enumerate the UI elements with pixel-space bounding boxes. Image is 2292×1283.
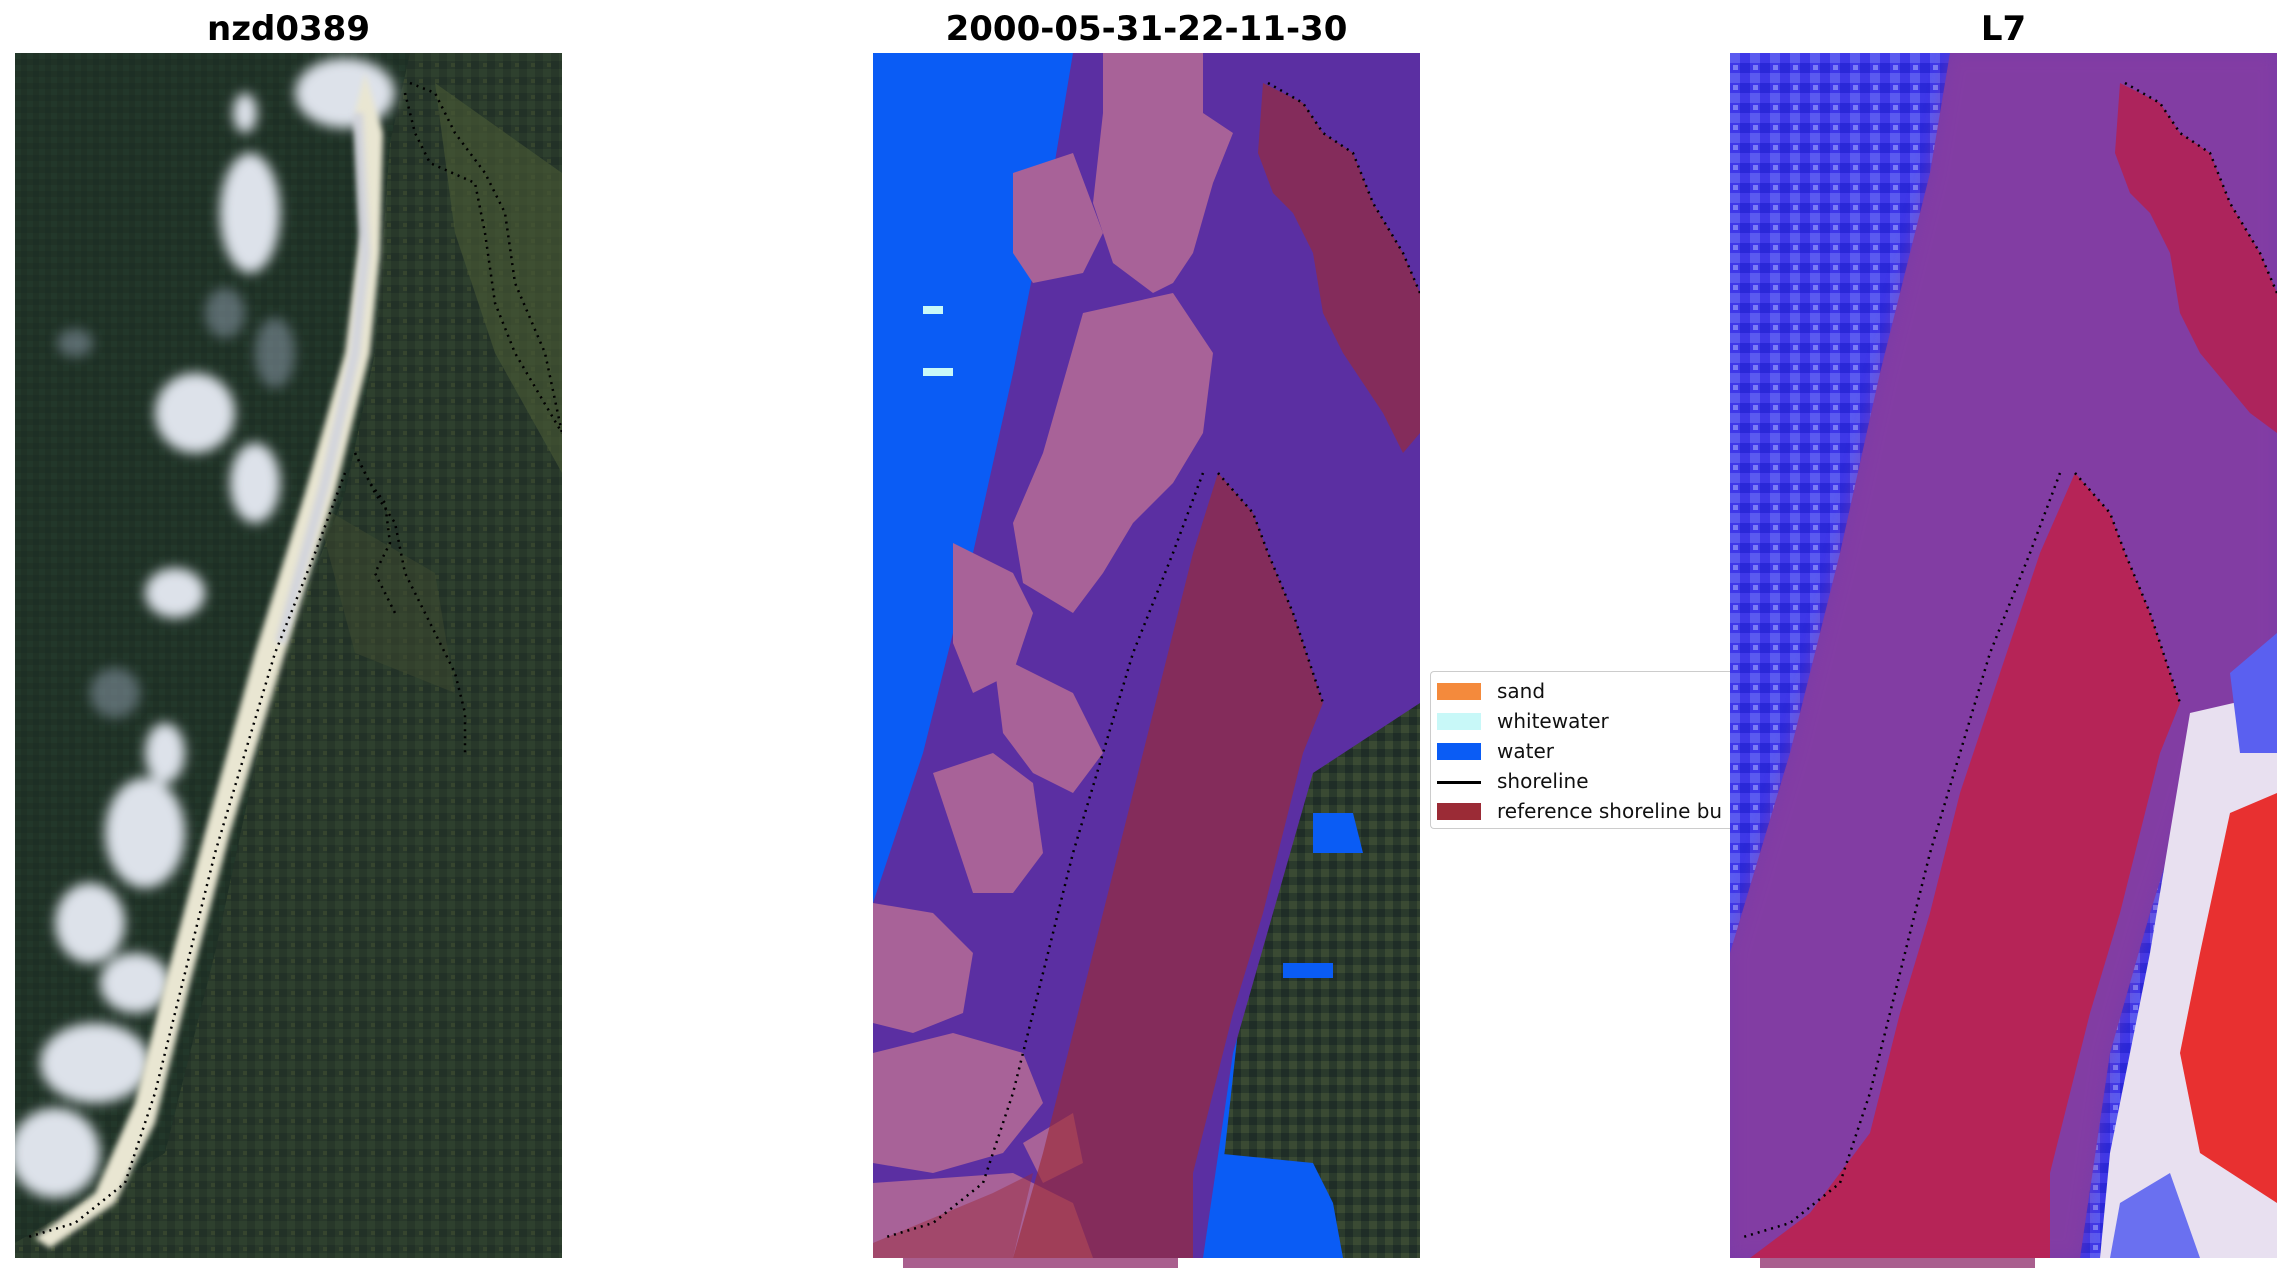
legend-label-shoreline: shoreline <box>1497 769 1589 793</box>
classification-image <box>873 53 1420 1258</box>
legend-label-water: water <box>1497 739 1554 763</box>
legend-swatch-water <box>1437 743 1481 760</box>
classification-panel <box>873 53 1420 1258</box>
legend-label-whitewater: whitewater <box>1497 709 1609 733</box>
panel-title-rgb: nzd0389 <box>207 9 370 49</box>
legend-swatch-reference-buffer <box>1437 803 1481 820</box>
index-panel <box>1730 53 2277 1258</box>
rgb-image-panel <box>15 53 562 1258</box>
index-image <box>1730 53 2277 1258</box>
rgb-image <box>15 53 562 1258</box>
panel-title-index: L7 <box>1980 9 2027 49</box>
classification-under-bar <box>903 1258 1178 1268</box>
legend-line-shoreline <box>1437 781 1481 784</box>
legend-label-sand: sand <box>1497 679 1546 703</box>
legend-swatch-sand <box>1437 683 1481 700</box>
index-under-bar <box>1760 1258 2035 1268</box>
legend: sand whitewater water shoreline referenc… <box>1430 671 1730 829</box>
legend-label-reference-buffer: reference shoreline bu <box>1497 799 1723 823</box>
panel-title-classification: 2000-05-31-22-11-30 <box>945 9 1348 49</box>
legend-swatch-whitewater <box>1437 713 1481 730</box>
